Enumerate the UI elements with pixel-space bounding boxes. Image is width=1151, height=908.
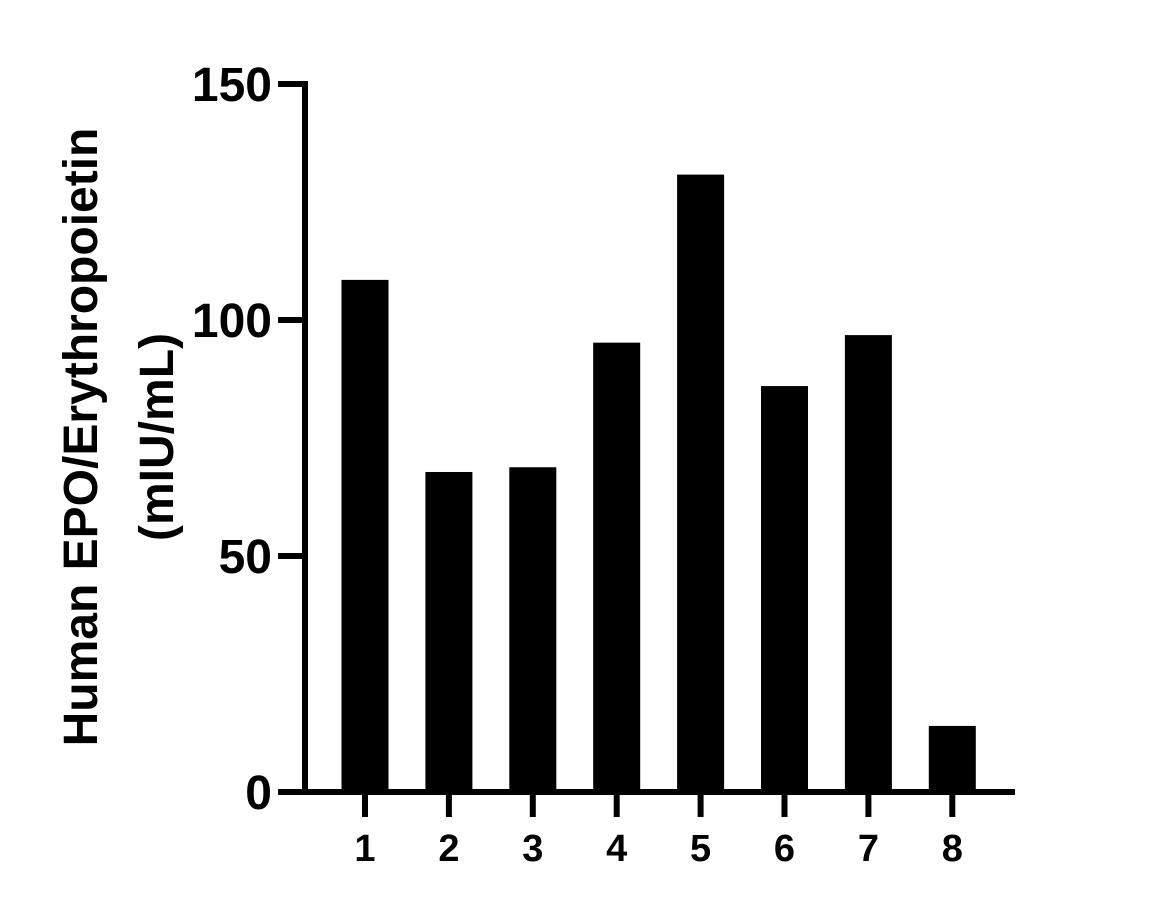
- y-axis-label-line-1: Human EPO/Erythropoietin: [55, 128, 108, 747]
- y-tick-label-150: 150: [192, 59, 272, 112]
- x-tick-label-3: 3: [522, 828, 543, 870]
- x-tick-label-5: 5: [690, 828, 711, 870]
- y-axis-label-line-2: (mIU/mL): [131, 333, 184, 541]
- bar-6: [761, 386, 808, 792]
- bar-7: [844, 335, 892, 792]
- bar-4: [593, 342, 641, 792]
- x-tick-label-6: 6: [774, 828, 795, 870]
- bar-2: [425, 471, 473, 792]
- x-tick-label-4: 4: [606, 828, 627, 870]
- bar-1: [341, 279, 389, 792]
- x-tick-label-1: 1: [354, 828, 375, 870]
- x-tick-label-8: 8: [942, 828, 963, 870]
- bar-8: [928, 725, 976, 792]
- x-tick-label-7: 7: [858, 828, 879, 870]
- y-tick-label-100: 100: [192, 295, 272, 348]
- x-tick-label-2: 2: [438, 828, 459, 870]
- bar-5: [677, 174, 725, 792]
- y-axis-label: Human EPO/Erythropoietin (mIU/mL): [55, 128, 184, 747]
- y-tick-label-0: 0: [245, 767, 272, 820]
- bar-3: [509, 467, 557, 792]
- y-tick-label-50: 50: [219, 531, 272, 584]
